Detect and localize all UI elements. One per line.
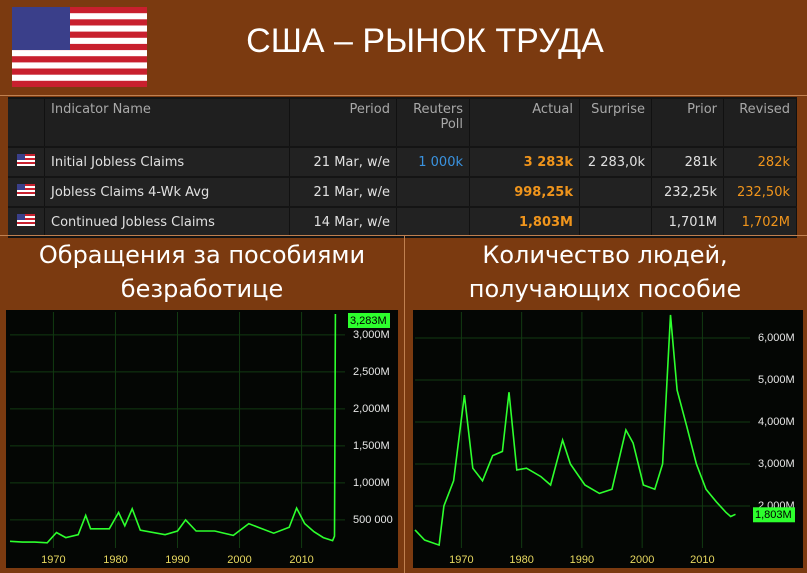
y-tick-label: 3,000M: [353, 329, 390, 341]
flag-header: [8, 99, 45, 146]
table-cell: Initial Jobless Claims: [45, 148, 290, 176]
divider: [0, 95, 807, 96]
table-cell: 21 Mar, w/e: [290, 178, 397, 206]
line: [9, 313, 337, 544]
table-cell: 1,701M: [652, 208, 724, 236]
table-cell: 14 Mar, w/e: [290, 208, 397, 236]
y-tick-label: 6,000M: [758, 332, 795, 344]
table-row: Continued Jobless Claims 14 Mar, w/e 1,803…: [8, 208, 797, 236]
flag-cell: [8, 178, 45, 206]
x-tick-label: 1980: [103, 554, 127, 566]
table-cell: [397, 208, 470, 236]
line: [414, 314, 736, 547]
column-header: Period: [290, 99, 397, 146]
table-cell: 3 283k: [470, 148, 580, 176]
x-tick-label: 1990: [165, 554, 189, 566]
flag-icon: [17, 214, 35, 226]
x-tick-label: 2000: [227, 554, 251, 566]
y-tick-label: 1,500M: [353, 440, 390, 452]
column-header: Surprise: [580, 99, 652, 146]
y-tick-label: 2,500M: [353, 366, 390, 378]
x-tick-label: 1980: [509, 554, 533, 566]
chart-title: Обращения за пособиями безработице: [38, 241, 366, 303]
column-header: Actual: [470, 99, 580, 146]
table-row: Initial Jobless Claims 21 Mar, w/e 1 000k 3…: [8, 148, 797, 176]
table-cell: 2 283,0k: [580, 148, 652, 176]
table-cell: 21 Mar, w/e: [290, 148, 397, 176]
table-cell: Jobless Claims 4-Wk Avg: [45, 178, 290, 206]
divider: [404, 236, 405, 573]
table-cell: [580, 208, 652, 236]
chart-title: Количество людей, получающих пособие: [468, 241, 742, 303]
table-cell: 1,702M: [724, 208, 797, 236]
flag-icon: [17, 184, 35, 196]
y-tick-label: 4,000M: [758, 416, 795, 428]
table-cell: 998,25k: [470, 178, 580, 206]
table-cell: 281k: [652, 148, 724, 176]
table-cell: 232,25k: [652, 178, 724, 206]
x-tick-label: 2010: [289, 554, 313, 566]
chart: 1970 1980 1990 2000 20102,000M3,000M4,000M5,…: [413, 310, 803, 568]
y-tick-label: 1,000M: [353, 477, 390, 489]
table-cell: 1 000k: [397, 148, 470, 176]
column-header: Prior: [652, 99, 724, 146]
table-cell: Continued Jobless Claims: [45, 208, 290, 236]
divider: [0, 235, 807, 236]
x-tick-label: 1990: [570, 554, 594, 566]
y-tick-label: 3,000M: [758, 458, 795, 470]
flag-cell: [8, 208, 45, 236]
us-flag: [12, 7, 147, 87]
x-tick-label: 2000: [630, 554, 654, 566]
table-cell: [580, 178, 652, 206]
y-tick-label: 2,000M: [353, 403, 390, 415]
header-row: Indicator Name Period Reuters Poll Actual Su…: [8, 99, 797, 146]
column-header: Revised: [724, 99, 797, 146]
x-tick-label: 1970: [41, 554, 65, 566]
x-tick-label: 2010: [690, 554, 714, 566]
y-tick-label: 500 000: [353, 514, 393, 526]
value-label: 1,803M: [755, 509, 792, 521]
table-cell: [397, 178, 470, 206]
flag-icon: [17, 154, 35, 166]
value-label-box: [753, 507, 795, 523]
chart: 1970 1980 1990 2000 2010 500 000 1,000M 1,500M 2…: [6, 310, 398, 568]
data-table: Indicator Name Period Reuters Poll Actual Su…: [8, 97, 797, 238]
table-cell: 232,50k: [724, 178, 797, 206]
table-row: Jobless Claims 4-Wk Avg 21 Mar, w/e 998,25…: [8, 178, 797, 206]
value-label: 3,283M: [350, 315, 387, 327]
x-tick-label: 1970: [449, 554, 473, 566]
table-cell: 1,803M: [470, 208, 580, 236]
column-header: Indicator Name: [45, 99, 290, 146]
column-header: Reuters Poll: [397, 99, 470, 146]
page-title: США – РЫНОК ТРУДА: [246, 22, 604, 60]
flag-cell: [8, 148, 45, 176]
y-tick-label: 5,000M: [758, 374, 795, 386]
table-cell: 282k: [724, 148, 797, 176]
value-label-box: [348, 313, 390, 328]
